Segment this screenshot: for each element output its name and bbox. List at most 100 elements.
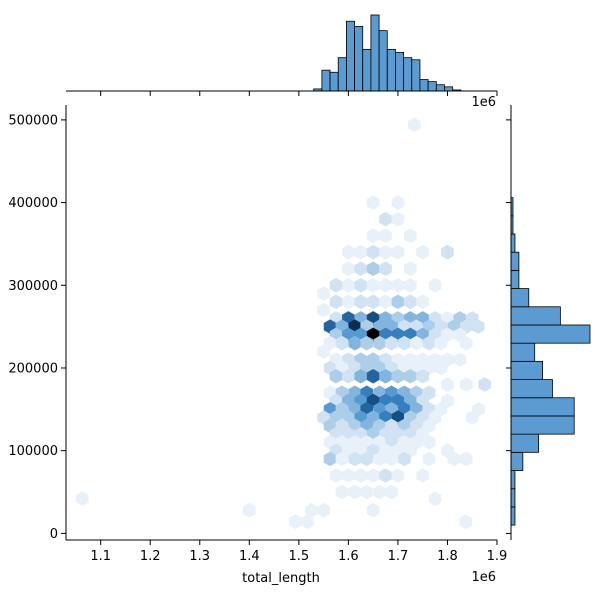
hexbin-cell <box>441 244 454 260</box>
x-offset-label: 1e6 <box>471 570 496 585</box>
hexbin-cell <box>366 468 380 483</box>
hexbin-cell <box>354 468 368 483</box>
x-tick-label: 1.2 <box>140 549 161 564</box>
hexbin-cell <box>403 294 417 310</box>
right-histogram-bar <box>510 379 553 399</box>
hexbin-cell <box>428 491 442 506</box>
hexbin-cell <box>323 451 337 467</box>
hexbin-cell <box>403 368 417 384</box>
right-histogram-bar <box>510 342 536 362</box>
hexbin-cell <box>366 368 380 384</box>
top-histogram-bar <box>411 59 421 92</box>
right-histogram-bar <box>510 415 575 435</box>
hexbin-cell <box>379 368 392 384</box>
hexbin-cell <box>360 484 374 500</box>
hexbin-cell <box>360 335 374 351</box>
hexbin-cell <box>403 261 417 277</box>
hexbin-cell <box>428 277 442 293</box>
top-histogram-bar <box>370 14 380 92</box>
y-tick-label: 200000 <box>8 361 58 376</box>
hexbin-cell <box>379 228 392 243</box>
hexbin-cell <box>242 502 256 518</box>
hexbin-cell <box>329 277 343 293</box>
y-tick-label: 500000 <box>8 113 58 128</box>
right-histogram-bar <box>510 451 524 471</box>
hexbin-cell <box>403 228 417 243</box>
top-marginal-axes: 1e6 <box>66 14 498 110</box>
hexbin-cell <box>391 244 405 260</box>
hexbin-cell <box>342 277 355 293</box>
x-tick-label: 1.4 <box>239 549 260 564</box>
x-tick-label: 1.7 <box>388 549 409 564</box>
hexbin-cell <box>434 360 448 376</box>
hexbin-cell <box>407 117 421 133</box>
hexbin-cell <box>422 435 436 450</box>
top-histogram-bar <box>403 57 413 92</box>
top-histogram-bar <box>321 69 331 92</box>
hexbin-cell <box>379 261 392 277</box>
hexbin-cell <box>300 514 314 530</box>
hexbin-cell <box>385 451 398 467</box>
hexbin-cell <box>441 377 454 392</box>
hexbin-cell <box>317 286 330 301</box>
hexbin-cell <box>366 244 380 260</box>
hexbin-cell <box>342 468 355 483</box>
hexbin-cell <box>329 368 343 384</box>
x-axis-label: total_length <box>242 571 320 586</box>
hexbin-layer <box>76 117 491 530</box>
hexbin-cell <box>354 261 368 277</box>
hexbin-cell <box>459 377 473 392</box>
right-histogram-bar <box>510 288 530 308</box>
hexbin-cell <box>416 294 430 310</box>
top-histogram-bar <box>329 71 339 92</box>
hexbin-cell <box>391 368 405 384</box>
hexbin-cell <box>76 491 89 506</box>
top-histogram-bar <box>378 30 388 92</box>
hexbin-cell <box>366 277 380 293</box>
hexbin-cell <box>366 195 380 210</box>
hexbin-cell <box>416 468 430 483</box>
hexbin-cell <box>465 410 479 425</box>
right-ticks <box>506 119 511 534</box>
right-marginal-axes <box>506 105 591 540</box>
right-histogram-bar <box>510 269 520 289</box>
right-histogram-bar <box>510 506 516 526</box>
hexbin-cell <box>354 368 368 384</box>
right-histogram-bar <box>510 324 591 344</box>
top-ticks <box>100 91 498 96</box>
right-histogram-bar <box>510 360 544 380</box>
hexbin-cell <box>422 451 436 467</box>
right-histogram-bar <box>510 470 516 490</box>
top-histogram-bar <box>354 26 364 92</box>
hexbin-cell <box>342 294 355 310</box>
hexbin-cell <box>471 319 485 334</box>
x-tick-label: 1.1 <box>90 549 111 564</box>
top-histogram-bars <box>313 14 462 92</box>
hexbin-cell <box>335 484 349 500</box>
hexbin-cell <box>409 335 423 351</box>
hexbin-cell <box>385 335 398 351</box>
hexbin-cell <box>354 294 368 310</box>
hexbin-cell <box>422 335 436 351</box>
top-histogram-bar <box>444 86 454 92</box>
hexbin-cell <box>434 335 448 351</box>
x-tick-label: 1.3 <box>189 549 210 564</box>
hexbin-cell <box>366 294 380 310</box>
x-tick-label: 1.5 <box>288 549 309 564</box>
x-tick-label: 1.6 <box>338 549 359 564</box>
hexbin-cell <box>373 335 386 351</box>
main-axes: 1.1 1.2 1.3 1.4 1.5 1.6 1.7 1.8 1.9 0 100000 20000… <box>8 105 507 586</box>
hexbin-cell <box>317 344 330 359</box>
right-histogram-bars <box>510 197 591 526</box>
hexbin-cell <box>385 484 398 500</box>
hexbin-cell <box>459 451 473 467</box>
hexbin-cell <box>373 451 386 467</box>
hexbin-cell <box>391 211 405 227</box>
y-tick-label: 0 <box>50 527 58 542</box>
hexbin-cell <box>304 502 318 518</box>
right-histogram-bar <box>510 397 575 417</box>
y-ticks: 0 100000 200000 300000 400000 500000 <box>8 113 66 542</box>
